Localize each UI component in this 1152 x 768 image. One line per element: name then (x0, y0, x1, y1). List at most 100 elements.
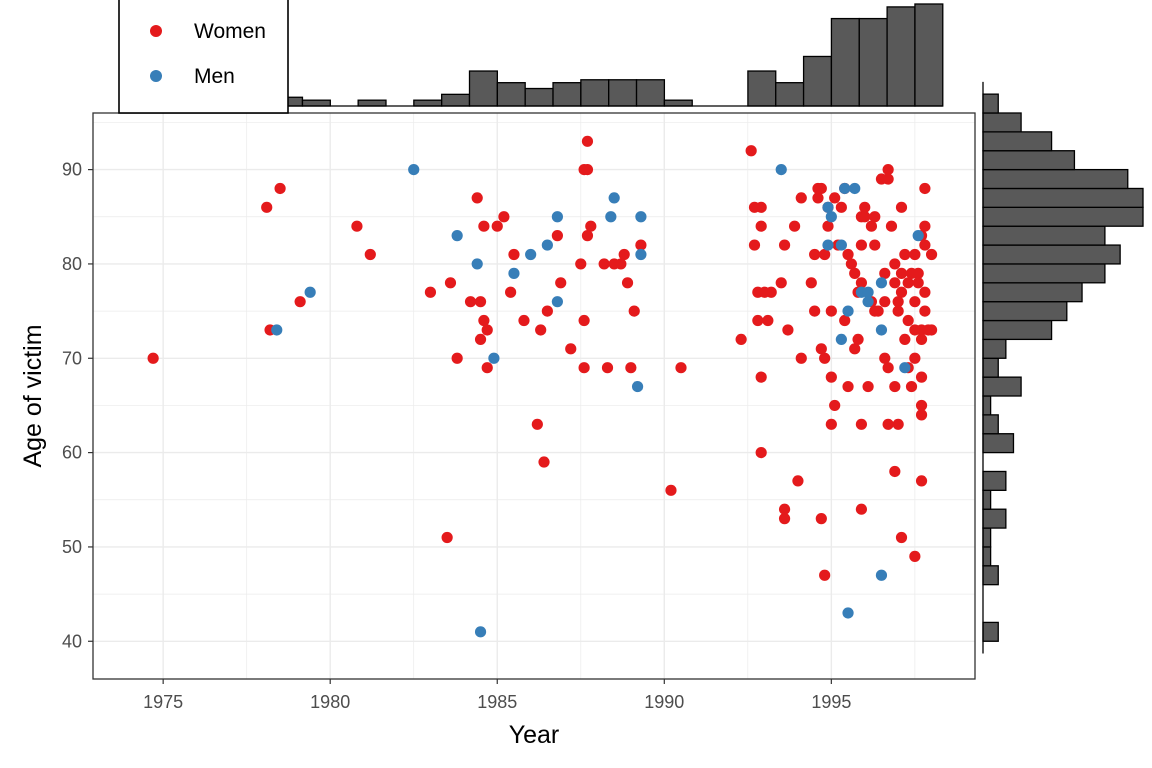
plot-panel-border (92, 112, 976, 680)
point-men (631, 380, 644, 393)
point-women (581, 230, 594, 242)
point-men (525, 248, 537, 261)
point-women (498, 211, 510, 223)
point-women (809, 305, 821, 317)
point-women (505, 286, 517, 298)
point-women (862, 380, 874, 393)
gridlines (93, 113, 975, 679)
y-axis-title: Age of victim (19, 324, 47, 467)
data-points (147, 135, 938, 638)
point-women (598, 258, 610, 270)
top-histogram-bar (608, 79, 638, 107)
point-women (865, 220, 878, 232)
point-men (408, 164, 420, 176)
legend-label-women: Women (194, 20, 266, 43)
right-histogram-bar (982, 527, 992, 548)
point-women (809, 248, 821, 261)
top-histogram-bar (663, 99, 693, 107)
right-histogram-bar (982, 395, 992, 416)
point-women (912, 277, 924, 289)
top-histogram-bar (635, 79, 666, 107)
point-women (755, 220, 767, 232)
point-men (875, 277, 888, 289)
point-women (919, 239, 931, 251)
point-women (464, 296, 477, 308)
x-tick-label: 1995 (811, 692, 851, 712)
point-women (578, 314, 590, 327)
point-women (902, 277, 914, 289)
point-women (451, 352, 463, 364)
point-women (842, 380, 854, 393)
point-women (872, 305, 884, 317)
point-women (849, 267, 861, 279)
point-men (471, 258, 483, 270)
point-women (899, 248, 911, 261)
point-women (628, 305, 640, 317)
right-histogram-bar (982, 168, 1129, 190)
right-histogram-bar (982, 357, 999, 378)
y-tick-label: 80 (62, 254, 82, 274)
point-men (775, 164, 787, 176)
point-women (755, 371, 767, 383)
top-histogram-bar (914, 3, 944, 107)
point-women (294, 296, 306, 308)
point-women (788, 220, 801, 232)
point-men (551, 211, 563, 223)
point-women (585, 220, 597, 232)
point-men (822, 201, 834, 213)
point-women (778, 513, 791, 525)
point-women (578, 362, 590, 374)
point-women (735, 333, 747, 345)
point-men (474, 626, 487, 638)
point-men (842, 305, 854, 317)
point-women (815, 343, 827, 355)
point-men (835, 239, 847, 251)
point-men (849, 182, 861, 195)
point-women (909, 550, 921, 562)
point-women (835, 201, 847, 213)
point-women (825, 305, 837, 317)
point-women (882, 362, 894, 374)
point-women (538, 456, 550, 468)
point-women (855, 503, 868, 515)
point-women (424, 286, 437, 298)
point-men (835, 333, 847, 345)
point-men (899, 362, 911, 374)
point-women (859, 201, 871, 213)
top-histogram-bar (802, 55, 833, 107)
point-women (909, 296, 921, 308)
point-men (605, 211, 617, 223)
point-women (915, 333, 928, 345)
y-tick-label: 60 (62, 443, 82, 463)
point-women (825, 418, 837, 430)
point-women (919, 286, 931, 298)
point-women (915, 409, 928, 421)
right-histogram-bar (982, 301, 1068, 322)
right-histogram-bar (982, 414, 999, 435)
point-women (905, 380, 918, 393)
right-histogram-bar (982, 546, 992, 567)
right-histogram-bar (982, 338, 1007, 359)
point-men (875, 324, 888, 336)
point-women (855, 239, 868, 251)
point-women (855, 277, 868, 289)
y-axis: 40 50 60 70 80 90 (62, 160, 93, 651)
point-men (839, 182, 851, 195)
point-men (508, 267, 520, 279)
legend-key-men (150, 70, 162, 82)
point-women (919, 220, 931, 232)
point-men (825, 211, 837, 223)
point-women (792, 475, 804, 487)
point-men (912, 230, 924, 242)
top-histogram-bar (301, 99, 331, 107)
point-women (892, 418, 904, 430)
point-women (618, 248, 630, 261)
point-women (859, 211, 871, 223)
point-women (819, 352, 831, 364)
point-women (892, 296, 904, 308)
right-histogram-bar (982, 206, 1144, 227)
point-women (635, 239, 647, 251)
point-men (488, 352, 500, 364)
point-men (862, 286, 874, 298)
